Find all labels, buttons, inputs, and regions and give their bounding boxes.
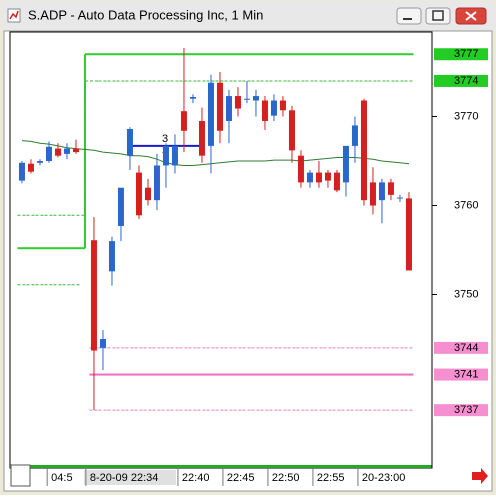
candle-body <box>36 161 43 163</box>
level-label: 3737 <box>454 404 478 416</box>
candle-body <box>225 96 232 121</box>
candle-body <box>126 128 133 156</box>
candle-body <box>54 148 61 156</box>
level-label-box <box>434 341 488 354</box>
window-icon-graph <box>9 10 19 20</box>
window-title: S.ADP - Auto Data Processing Inc, 1 Min <box>28 7 263 22</box>
level-label: 3744 <box>454 342 478 354</box>
y-tick-label: 3760 <box>454 199 478 211</box>
scroll-arrow[interactable] <box>472 468 488 484</box>
candle-body <box>243 98 250 100</box>
candle-body <box>162 145 169 166</box>
candle-body <box>324 172 331 181</box>
candle-body <box>351 125 358 146</box>
x-tick-label: 20-23:00 <box>362 472 405 484</box>
level-label-box <box>434 48 488 61</box>
candle-body <box>369 182 376 206</box>
maximize-button[interactable] <box>425 7 451 25</box>
candle-body <box>261 100 268 121</box>
candle-body <box>99 338 106 348</box>
level-label-box <box>434 404 488 417</box>
candle-body <box>252 96 259 101</box>
level-label: 3774 <box>454 75 478 87</box>
candle-body <box>387 182 394 195</box>
candle-body <box>180 111 187 131</box>
candle-body <box>360 100 367 201</box>
candle-body <box>63 148 70 154</box>
x-tick-highlight <box>83 470 176 485</box>
level-label: 3741 <box>454 368 478 380</box>
candle-body <box>198 120 205 156</box>
minimize-button[interactable] <box>396 7 422 25</box>
candle-body <box>342 145 349 183</box>
bottom-strip <box>10 465 432 468</box>
candle-body <box>45 146 52 162</box>
candle-body <box>153 165 160 201</box>
candle-body <box>216 82 223 131</box>
candle-body <box>207 82 214 146</box>
x-tick-label: 22:40 <box>182 472 210 484</box>
x-tick-label: 22:45 <box>227 472 255 484</box>
candle-body <box>333 172 340 191</box>
candle-body <box>315 172 322 183</box>
candle-body <box>135 172 142 216</box>
candle-body <box>297 155 304 183</box>
candle-body <box>144 187 151 201</box>
candle-body <box>189 96 196 99</box>
plot-layer: 3750 3760 3770 04:5 8-20-09 22:34 22:40 22:45 2… <box>17 32 488 486</box>
annotation-label: 3 <box>162 133 168 145</box>
level-label-box <box>434 74 488 87</box>
x-tick-label: 22:55 <box>317 472 345 484</box>
candle-body <box>270 100 277 116</box>
candle-body <box>378 182 385 201</box>
candle-body <box>396 197 403 199</box>
candle-body <box>171 145 178 166</box>
level-label-box <box>434 368 488 381</box>
level-label: 3777 <box>454 48 478 60</box>
x-tick-label: 8-20-09 22:34 <box>90 472 158 484</box>
x-tick-label: 22:50 <box>272 472 300 484</box>
close-icon <box>465 11 477 21</box>
candle-body <box>117 187 124 226</box>
candle-body <box>90 240 97 351</box>
candle-body <box>18 162 25 181</box>
candle-body <box>288 110 295 151</box>
candle-body <box>72 148 79 153</box>
candle-body <box>405 198 412 271</box>
candle-body <box>234 96 241 109</box>
corner-box[interactable] <box>10 464 31 487</box>
y-tick-label: 3750 <box>454 288 478 300</box>
candle-body <box>279 100 286 111</box>
maximize-icon <box>432 10 444 21</box>
y-tick-label: 3770 <box>454 110 478 122</box>
candle-body <box>108 241 115 272</box>
x-tick-label: 04:5 <box>51 472 72 484</box>
candle-body <box>27 163 34 172</box>
candle-body <box>306 172 313 183</box>
